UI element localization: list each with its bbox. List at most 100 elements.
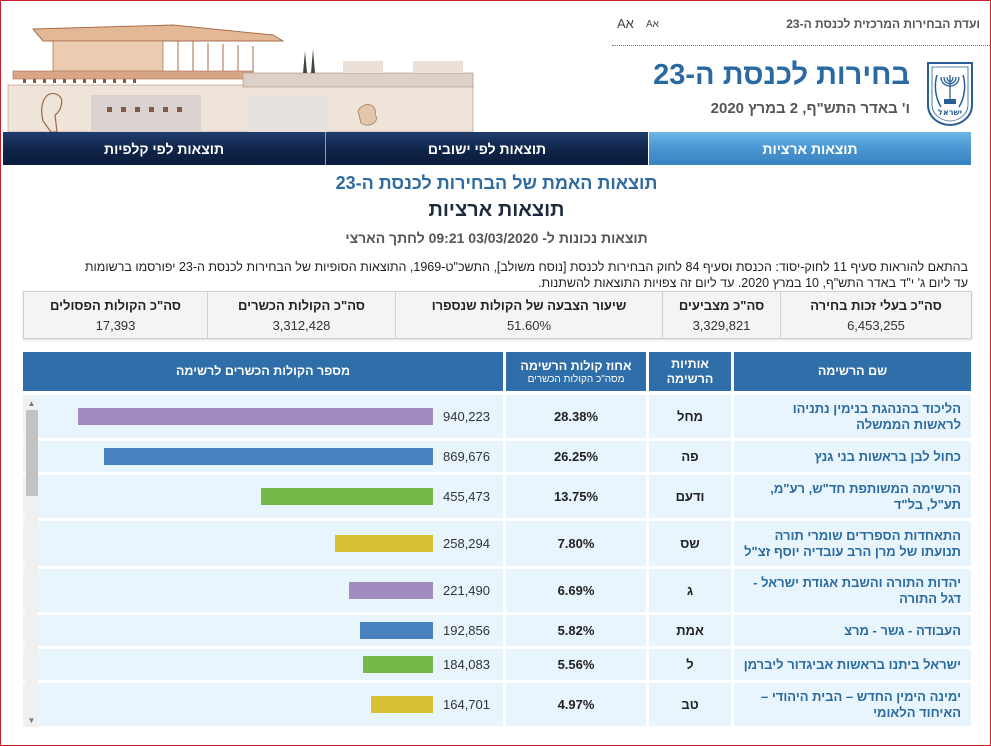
votes-bar-cell: 455,473	[23, 475, 503, 518]
list-letters: ל	[649, 649, 731, 680]
votes-bar	[363, 656, 433, 673]
list-name[interactable]: העבודה - גשר - מרצ	[734, 615, 971, 646]
knesset-building-illustration	[3, 11, 563, 132]
table-row: העבודה - גשר - מרצ אמת 5.82% 192,856	[23, 615, 971, 646]
votes-bar-cell: 192,856	[23, 615, 503, 646]
list-letters: טב	[649, 683, 731, 726]
list-letters: ודעם	[649, 475, 731, 518]
list-name[interactable]: התאחדות הספרדים שומרי תורה תנועתו של מרן…	[734, 521, 971, 566]
votes-bar	[371, 696, 433, 713]
update-timestamp: תוצאות נכונות ל- 03/03/2020 09:21 לחתך ה…	[345, 230, 648, 246]
list-percentage: 13.75%	[506, 475, 646, 518]
votes-bar-cell: 940,223	[23, 395, 503, 438]
list-letters: שס	[649, 521, 731, 566]
list-percentage: 5.82%	[506, 615, 646, 646]
site-header: Aא Aא ועדת הבחירות המרכזית לכנסת ה-23 יש…	[1, 1, 990, 132]
site-title: בחירות לכנסת ה-23	[653, 59, 910, 91]
svg-text:ישראל: ישראל	[938, 108, 962, 117]
tab-results-by-locality[interactable]: תוצאות לפי ישובים	[325, 132, 648, 165]
summary-table: סה"כ בעלי זכות בחירה 6,453,255 סה"כ מצבי…	[23, 291, 972, 339]
votes-count: 258,294	[443, 536, 490, 551]
summary-label: סה"כ הקולות הכשרים	[238, 297, 365, 313]
legal-notice: בהתאם להוראות סעיף 11 לחוק-יסוד: הכנסת ו…	[84, 260, 968, 290]
central-elections-committee-link[interactable]: ועדת הבחירות המרכזית לכנסת ה-23	[786, 17, 980, 31]
votes-count: 192,856	[443, 623, 490, 638]
votes-bar-cell: 869,676	[23, 441, 503, 472]
votes-count: 455,473	[443, 489, 490, 504]
summary-label: סה"כ בעלי זכות בחירה	[810, 297, 942, 313]
list-name[interactable]: יהדות התורה והשבת אגודת ישראל - דגל התור…	[734, 569, 971, 612]
header-list-letters: אותיות הרשימה	[649, 352, 731, 391]
summary-turnout: שיעור הצבעה של הקולות שנספרו 51.60%	[395, 292, 662, 338]
scroll-up-arrow-icon[interactable]: ▲	[27, 399, 36, 408]
table-row: ימינה הימין החדש – הבית היהודי – האיחוד …	[23, 683, 971, 726]
votes-count: 940,223	[443, 409, 490, 424]
summary-invalid-votes: סה"כ הקולות הפסולים 17,393	[24, 292, 207, 338]
list-percentage: 7.80%	[506, 521, 646, 566]
votes-bar-cell: 184,083	[23, 649, 503, 680]
results-table-body: הליכוד בהנהגת בנימין נתניהו לראשות הממשל…	[23, 395, 971, 727]
list-name[interactable]: הרשימה המשותפת חד"ש, רע"מ, תע"ל, בל"ד	[734, 475, 971, 518]
tab-results-by-ballot-box[interactable]: תוצאות לפי קלפיות	[3, 132, 325, 165]
summary-eligible-voters: סה"כ בעלי זכות בחירה 6,453,255	[780, 292, 971, 338]
list-percentage: 6.69%	[506, 569, 646, 612]
summary-value: 3,312,428	[272, 317, 331, 333]
votes-bar	[78, 408, 433, 425]
votes-bar	[360, 622, 433, 639]
main-nav-tabs: תוצאות ארציות תוצאות לפי ישובים תוצאות ל…	[3, 132, 971, 165]
table-row: הרשימה המשותפת חד"ש, רע"מ, תע"ל, בל"ד וד…	[23, 475, 971, 518]
state-emblem-icon: ישראל	[925, 61, 975, 127]
tab-national-results[interactable]: תוצאות ארציות	[648, 132, 971, 165]
summary-value: 17,393	[95, 317, 136, 333]
list-letters: פה	[649, 441, 731, 472]
list-percentage: 26.25%	[506, 441, 646, 472]
increase-font-button[interactable]: Aא	[617, 16, 634, 31]
table-row: הליכוד בהנהגת בנימין נתניהו לראשות הממשל…	[23, 395, 971, 438]
header-list-name: שם הרשימה	[734, 352, 971, 391]
top-utility-bar: Aא Aא ועדת הבחירות המרכזית לכנסת ה-23	[612, 13, 990, 46]
list-name[interactable]: ימינה הימין החדש – הבית היהודי – האיחוד …	[734, 683, 971, 726]
results-scrollbar[interactable]: ▲ ▼	[25, 397, 38, 727]
header-pct-label: אחוז קולות הרשימה	[520, 358, 632, 373]
votes-count: 869,676	[443, 449, 490, 464]
votes-bar	[104, 448, 433, 465]
summary-total-voters: סה"כ מצביעים 3,329,821	[662, 292, 780, 338]
summary-value: 3,329,821	[692, 317, 751, 333]
results-table-header: שם הרשימה אותיות הרשימה אחוז קולות הרשימ…	[23, 352, 971, 391]
summary-label: שיעור הצבעה של הקולות שנספרו	[431, 297, 627, 313]
list-letters: ג	[649, 569, 731, 612]
summary-value: 51.60%	[506, 317, 552, 333]
list-name[interactable]: כחול לבן בראשות בני גנץ	[734, 441, 971, 472]
list-percentage: 28.38%	[506, 395, 646, 438]
scroll-thumb[interactable]	[26, 410, 38, 496]
summary-label: סה"כ מצביעים	[678, 297, 765, 313]
table-row: ישראל ביתנו בראשות אביגדור ליברמן ל 5.56…	[23, 649, 971, 680]
votes-count: 221,490	[443, 583, 490, 598]
list-name[interactable]: ישראל ביתנו בראשות אביגדור ליברמן	[734, 649, 971, 680]
header-valid-votes: מספר הקולות הכשרים לרשימה	[23, 352, 503, 391]
votes-count: 164,701	[443, 697, 490, 712]
table-row: יהדות התורה והשבת אגודת ישראל - דגל התור…	[23, 569, 971, 612]
summary-value: 6,453,255	[847, 317, 905, 333]
decrease-font-button[interactable]: Aא	[646, 19, 659, 30]
page-title: תוצאות האמת של הבחירות לכנסת ה-23	[335, 173, 658, 193]
summary-valid-votes: סה"כ הקולות הכשרים 3,312,428	[207, 292, 395, 338]
page-subtitle: תוצאות ארציות	[428, 199, 565, 221]
list-letters: אמת	[649, 615, 731, 646]
list-letters: מחל	[649, 395, 731, 438]
list-percentage: 4.97%	[506, 683, 646, 726]
table-row: כחול לבן בראשות בני גנץ פה 26.25% 869,67…	[23, 441, 971, 472]
votes-bar-cell: 164,701	[23, 683, 503, 726]
summary-label: סה"כ הקולות הפסולים	[50, 297, 181, 313]
votes-bar-cell: 221,490	[23, 569, 503, 612]
table-row: התאחדות הספרדים שומרי תורה תנועתו של מרן…	[23, 521, 971, 566]
scroll-down-arrow-icon[interactable]: ▼	[27, 716, 36, 725]
votes-bar	[349, 582, 433, 599]
votes-bar-cell: 258,294	[23, 521, 503, 566]
votes-count: 184,083	[443, 657, 490, 672]
header-vote-percentage: אחוז קולות הרשימה מסה"כ הקולות הכשרים	[506, 352, 646, 391]
list-name[interactable]: הליכוד בהנהגת בנימין נתניהו לראשות הממשל…	[734, 395, 971, 438]
header-pct-sublabel: מסה"כ הקולות הכשרים	[527, 373, 625, 385]
hebrew-date: ו' באדר התש"ף, 2 במרץ 2020	[710, 100, 910, 117]
